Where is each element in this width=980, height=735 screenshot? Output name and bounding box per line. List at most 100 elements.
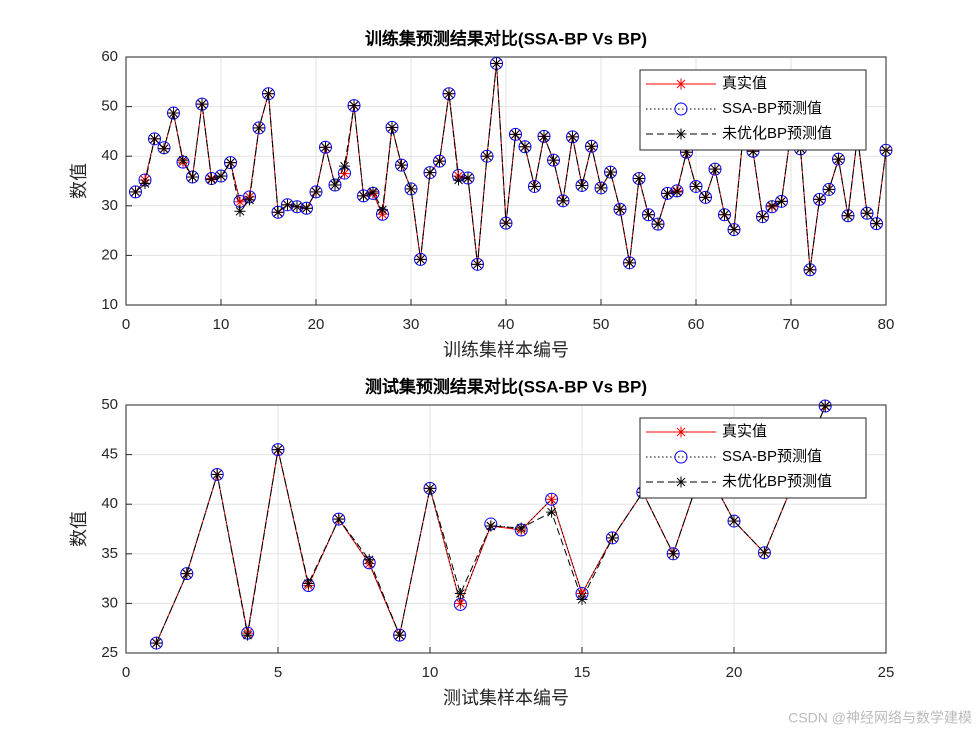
marker-stroke	[596, 183, 606, 193]
star-marker	[529, 180, 540, 192]
circle-marker	[252, 121, 266, 135]
y-tick-label: 30	[101, 197, 118, 214]
circle-marker	[642, 208, 655, 222]
circle-marker	[180, 567, 194, 581]
marker-shape	[210, 467, 224, 481]
marker-stroke	[729, 225, 739, 234]
star-marker	[415, 253, 426, 265]
legend-label: 未优化BP预测值	[722, 473, 832, 490]
star-marker	[719, 209, 730, 221]
marker-stroke	[212, 470, 222, 479]
marker-shape	[148, 132, 161, 146]
star-marker	[462, 172, 474, 184]
marker-shape	[423, 166, 437, 180]
marker-stroke	[245, 195, 254, 205]
star-marker	[728, 515, 740, 527]
marker-stroke	[815, 194, 824, 204]
marker-shape	[674, 450, 688, 464]
marker-stroke	[311, 187, 321, 197]
marker-stroke	[547, 507, 556, 517]
circle-marker	[822, 182, 836, 196]
marker-shape	[547, 153, 560, 167]
marker-stroke	[264, 89, 273, 99]
star-marker	[187, 171, 198, 183]
marker-stroke	[378, 205, 387, 215]
marker-shape	[423, 481, 437, 495]
star-marker	[130, 186, 141, 198]
star-marker	[149, 133, 160, 145]
marker-stroke	[549, 155, 558, 165]
circle-marker	[149, 636, 163, 650]
marker-stroke	[283, 200, 292, 210]
marker-shape	[651, 217, 665, 231]
x-tick-label: 0	[122, 664, 130, 681]
marker-shape	[757, 546, 771, 560]
marker-shape	[545, 492, 559, 506]
marker-stroke	[182, 569, 192, 578]
marker-stroke	[330, 180, 340, 190]
marker-shape	[661, 186, 674, 200]
star-marker	[485, 520, 497, 532]
star-marker	[242, 629, 254, 641]
star-marker	[586, 140, 597, 152]
marker-shape	[666, 547, 680, 561]
circle-marker	[632, 172, 646, 186]
chart-title: 训练集预测结果对比(SSA-BP Vs BP)	[365, 28, 647, 48]
marker-stroke	[140, 179, 150, 188]
marker-shape	[271, 205, 285, 219]
marker-shape	[727, 514, 741, 528]
marker-stroke	[606, 167, 615, 177]
star-marker	[662, 187, 673, 199]
marker-shape	[528, 179, 541, 193]
marker-stroke	[169, 108, 178, 118]
marker-shape	[195, 97, 209, 111]
marker-stroke	[729, 516, 739, 526]
star-marker	[833, 153, 844, 165]
marker-stroke	[486, 521, 496, 531]
star-marker	[675, 78, 687, 90]
circle-marker	[674, 102, 688, 116]
marker-stroke	[207, 175, 216, 184]
marker-stroke	[235, 206, 245, 216]
marker-shape	[822, 182, 836, 196]
marker-stroke	[273, 207, 283, 217]
circle-marker	[442, 87, 456, 101]
star-marker	[546, 506, 558, 518]
marker-shape	[414, 252, 427, 266]
star-marker	[481, 150, 493, 162]
x-tick-label: 20	[308, 316, 325, 333]
marker-stroke	[701, 193, 710, 202]
legend-label: SSA-BP预测值	[722, 448, 822, 465]
legend-label: SSA-BP预测值	[722, 100, 822, 117]
circle-marker	[319, 140, 332, 154]
star-marker	[225, 157, 236, 169]
legend-label: 真实值	[722, 422, 767, 440]
star-marker	[234, 205, 246, 217]
y-tick-label: 30	[101, 594, 118, 611]
marker-stroke	[862, 208, 872, 218]
star-marker	[215, 170, 227, 182]
marker-stroke	[577, 595, 587, 604]
circle-marker	[528, 179, 541, 193]
y-axis-label: 数值	[69, 511, 89, 547]
marker-stroke	[197, 99, 207, 109]
star-marker	[776, 195, 787, 207]
marker-stroke	[416, 255, 425, 264]
x-axis-label: 测试集样本编号	[443, 688, 569, 708]
star-marker	[814, 193, 825, 205]
marker-shape	[623, 256, 636, 270]
marker-shape	[332, 512, 346, 526]
star-marker	[272, 444, 284, 456]
star-marker	[652, 218, 664, 230]
star-marker	[804, 264, 816, 276]
legend-label: 未优化BP预测值	[722, 125, 832, 142]
y-tick-label: 40	[101, 147, 118, 164]
x-tick-label: 30	[403, 316, 420, 333]
circle-marker	[414, 252, 427, 266]
circle-marker	[613, 202, 627, 216]
circle-marker	[224, 156, 237, 170]
marker-shape	[566, 130, 579, 144]
circle-marker	[480, 149, 494, 163]
